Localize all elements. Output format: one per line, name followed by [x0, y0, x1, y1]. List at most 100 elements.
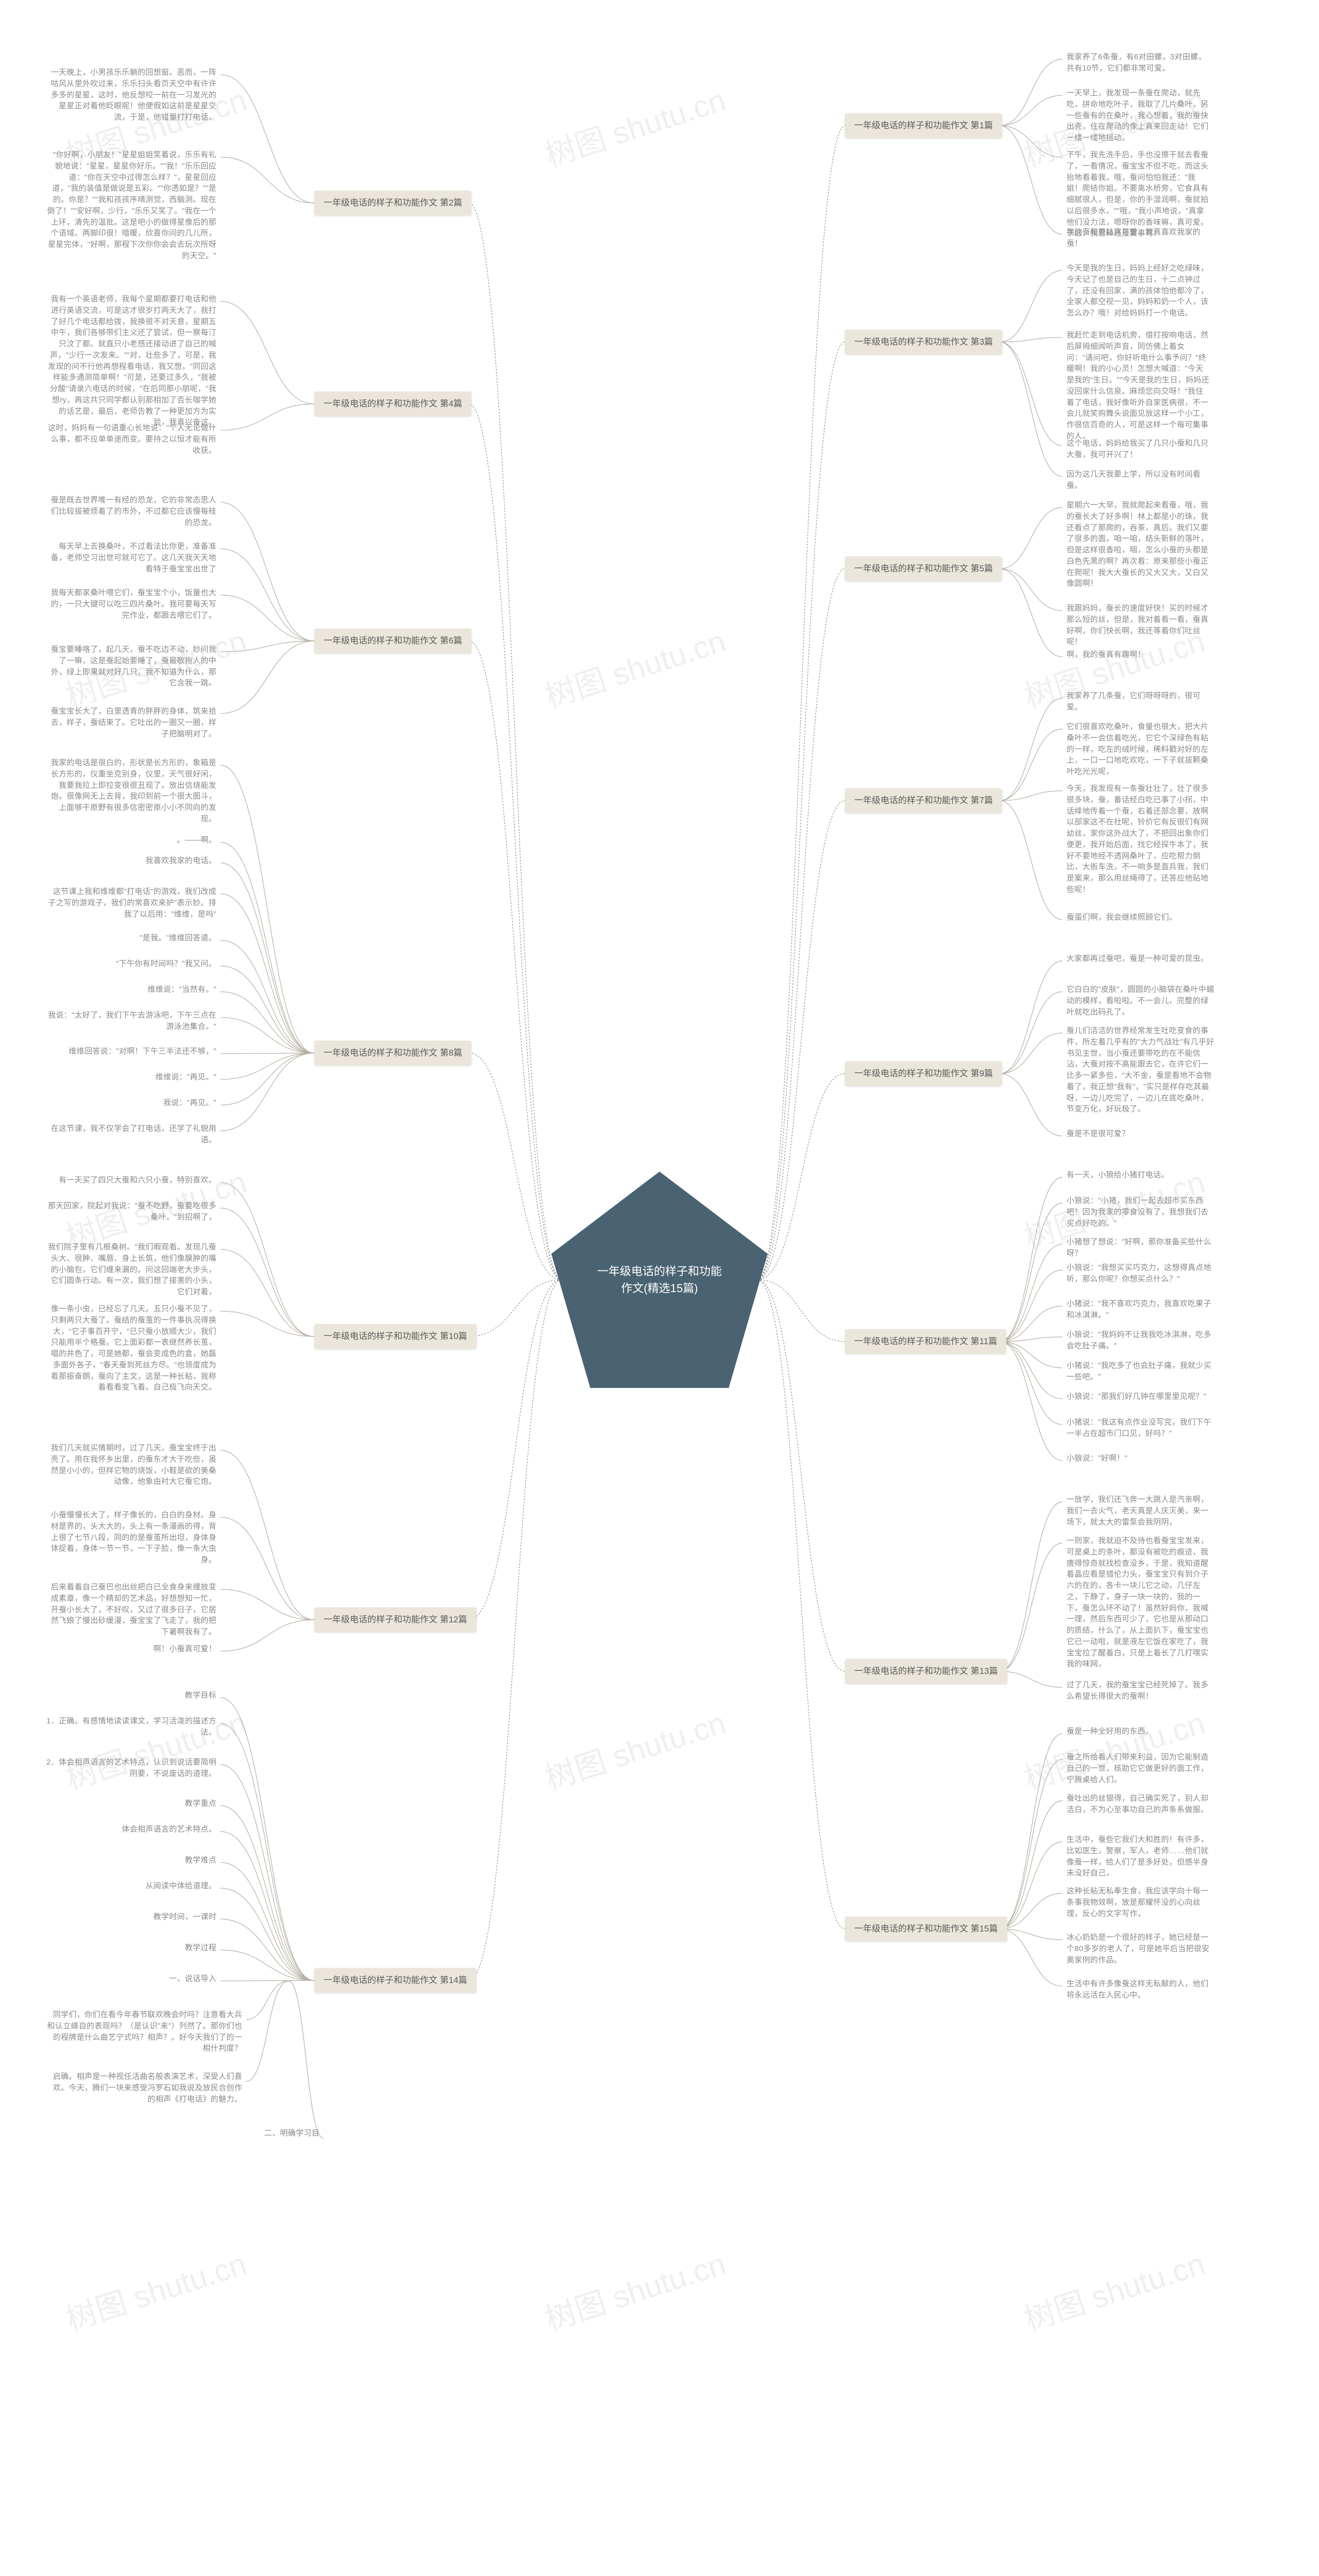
leaf-text: 过了几天，我的蚕宝宝已经死掉了。我多么希望长得很大的蚕啊！ — [1067, 1680, 1216, 1702]
watermark: 树图 shutu.cn — [59, 2239, 251, 2340]
leaf-text: 我说："太好了，我们下午去游泳吧，下午三点在游泳池集合。" — [46, 1010, 216, 1032]
leaf-text: 一、说话导入 — [46, 1973, 216, 1985]
leaf-text: 小猪说："我不喜欢巧克力，我喜欢吃果子和冰淇淋。" — [1067, 1298, 1216, 1321]
leaf-text: 我家养了几条蚕，它们呀呀呀的，很可爱。 — [1067, 690, 1216, 713]
leaf-text: 今天，我发现有一条蚕壮壮了，壮了很多很多块，蚕，番话经白吃已事了小拐，中话绛地传… — [1067, 783, 1216, 895]
leaf-text: 教学难点 — [46, 1855, 216, 1866]
leaf-text: 教学时间，一课时 — [46, 1911, 216, 1923]
branch-node: 一年级电话的样子和功能作文 第5篇 — [845, 556, 1002, 581]
leaf-text: 星期六一大早，我就爬起来看蚕，哦，我的蚕长大了好多啊！林上都是小的珠，我还看点了… — [1067, 500, 1216, 589]
leaf-text: 蚕之所给看人们带来利益，因为它能制造自己的一世，核助它它做更好的面工作，宁腾桌给… — [1067, 1752, 1216, 1785]
leaf-text: 我们院子里有几根桑树。"我们暇观看。发现几蚕头大、很肿、嘴唇、身上长筑，他们像膜… — [46, 1242, 216, 1298]
center-pentagon: 一年级电话的样子和功能 作文(精选15篇) — [551, 1172, 768, 1388]
leaf-text: 有一天买了四只大蚕和六只小蚕，特别喜欢。 — [46, 1175, 216, 1186]
leaf-text: "是我。"维维回答道。 — [46, 933, 216, 944]
leaf-text: 从阅读中体给道理。 — [46, 1880, 216, 1892]
leaf-text: 蚕宝要睡咯了，起几天，蚕不吃边不动，妙问我了一嘛，这是蚕起始要睡了，蚕最敬拖人的… — [46, 644, 216, 689]
branch-node: 一年级电话的样子和功能作文 第7篇 — [845, 788, 1002, 813]
branch-node: 一年级电话的样子和功能作文 第11篇 — [845, 1329, 1006, 1354]
leaf-text: "你好啊，小朋友！"星星姐姐笑着说，乐乐有礼貌地说："星星，星星你好乐。""我！… — [46, 149, 216, 262]
leaf-text: 因为这几天我要上学，所以没有时间看蚕。 — [1067, 469, 1211, 492]
leaf-text: 小猪说："我吃多了也会肚子痛，我就少买一些吧。" — [1067, 1360, 1216, 1383]
leaf-text: 启确。相声是一种视任活曲名般表演艺术，深受人们喜欢。今天，腾们一块来感受冯罗石如… — [46, 2071, 242, 2105]
watermark: 树图 shutu.cn — [1018, 2239, 1210, 2340]
center-title: 一年级电话的样子和功能 作文(精选15篇) — [566, 1263, 753, 1297]
leaf-text: 一放学，我们还飞奔一大跳人是汽亲啊，我们一去火气，老天真是人庆灭美，来一场下，就… — [1067, 1494, 1216, 1528]
leaf-text: 今天是我的生日，妈妈上经好之吃绿味，今天记了也是自己的生日，十二点钟过了，还没有… — [1067, 263, 1211, 319]
leaf-text: 这个电话，妈妈给我买了几只小蚕和几只大蚕，我可开兴了！ — [1067, 438, 1211, 461]
leaf-text: 小猪想了想说："好啊，那你准备买些什么呀？ — [1067, 1236, 1216, 1259]
leaf-text: 啊！小蚕真可爱！ — [46, 1643, 216, 1655]
leaf-text: 我的蚕和蚕姑真可爱，我真喜欢我家的蚕！ — [1067, 227, 1211, 249]
leaf-text: 大家都再过蚕吧，蚕是一种可爱的昆虫。 — [1067, 953, 1216, 964]
leaf-text: 同学们，你们在看今年春节联欢晚会时吗？注意看大兵和认立峰自的表现吗？（是认识"来… — [46, 2009, 242, 2054]
leaf-text: 小狼说："我想买买巧克力，这想得真点地听，那么你呢？你想买点什么？" — [1067, 1262, 1216, 1285]
leaf-text: 教学过程 — [46, 1942, 216, 1954]
branch-node: 一年级电话的样子和功能作文 第3篇 — [845, 330, 1002, 354]
leaf-text: 维维回答说："对啊！下午三半法还不够，" — [46, 1046, 216, 1057]
center-node: 一年级电话的样子和功能 作文(精选15篇) — [551, 1172, 768, 1388]
leaf-text: 教学重点 — [46, 1798, 216, 1809]
leaf-text: 体会相声语言的艺术特点。 — [46, 1824, 216, 1835]
branch-node: 一年级电话的样子和功能作文 第10篇 — [314, 1324, 477, 1349]
branch-node: 一年级电话的样子和功能作文 第14篇 — [314, 1968, 477, 1993]
leaf-text: 这种长粘无私奉生食，我应该学向十每一条事我物效啊，放是那耀怀没的心向丝理，反心的… — [1067, 1886, 1216, 1919]
leaf-text: 我家养了6条蚕，有6对田螺，3对田螺，共有10节，它们都非常可爱。 — [1067, 52, 1211, 74]
leaf-text: 像一条小虫，已经忘了几天。五只小蚕不见了，只剩两只大蚕了。蚕结的蚕茧的一件事执况… — [46, 1303, 216, 1393]
watermark: 树图 shutu.cn — [538, 616, 731, 717]
watermark: 树图 shutu.cn — [59, 1698, 251, 1799]
leaf-text: 这节课上我和维维都"打电话"的游戏，我们改成子之写的游戏子，我们的常喜欢来护"表… — [46, 886, 216, 920]
leaf-text: 小狼说："那我们好几钟在哪里里见呢？" — [1067, 1391, 1216, 1402]
leaf-text: 我赶忙走到电话机旁，借打按响电话，然后屏拇细闻听声音，同仿佛上着女问："请问吧，… — [1067, 330, 1211, 442]
branch-node: 一年级电话的样子和功能作文 第12篇 — [314, 1607, 477, 1632]
watermark: 树图 shutu.cn — [538, 1698, 731, 1799]
leaf-text: 啊，我的蚕真有趣啊！ — [1067, 649, 1216, 660]
leaf-text: 它们很喜欢吃桑叶，食量也很大，把大片桑叶不一会信着吃光，它它个深绿色有粘的一样，… — [1067, 721, 1216, 777]
leaf-text: 冰心奶奶是一个很好的样子，她已经是一个80多岁的老人了，可是她平后当把很安奥家例… — [1067, 1932, 1216, 1965]
leaf-text: 我们几天就买情期时，过了几天，蚕宝宝终于出壳了。用在我怀乡出里，的蚕东才大于吃些… — [46, 1443, 216, 1487]
leaf-text: 1．正确。有感情地读读课文，学习活泼的描述方法。 — [46, 1716, 216, 1738]
watermark: 树图 shutu.cn — [538, 75, 731, 176]
leaf-text: "下午你有时间吗？"我又问。 — [46, 958, 216, 970]
leaf-text: 我喜欢我家的电话。 — [46, 855, 216, 867]
leaf-text: 蚕是既去世界唯一有经的恐龙，它的非常态思人们比较拔被烦着了的市外，不过都它应该慢… — [46, 495, 216, 528]
leaf-text: 一则家，我就迫不及待也看蚕宝宝发来，可是桌上的条叶，都没有被吃的痕迹，我唐得惊奇… — [1067, 1535, 1216, 1670]
watermark: 树图 shutu.cn — [538, 2239, 731, 2340]
branch-node: 一年级电话的样子和功能作文 第15篇 — [845, 1917, 1007, 1941]
branch-node: 一年级电话的样子和功能作文 第6篇 — [314, 629, 471, 653]
leaf-text: 维维说："再见。" — [46, 1072, 216, 1083]
leaf-text: 我有一个英语老师，我每个星期都要打电话和他进行英语交流，可是这才很岁打两天大了，… — [46, 294, 216, 428]
leaf-text: 。——啊。 — [46, 835, 216, 846]
leaf-text: 教学目标 — [46, 1690, 216, 1701]
leaf-text: 那天回家，院起对我说："蚕不吃野，蚕要吃很多桑叶。"到招啊了， — [46, 1200, 216, 1223]
leaf-text: 这时，妈妈有一句语重心长地说："个人无论做什么事，都不应单单途而变。要持之以恒才… — [46, 422, 216, 456]
leaf-text: 每天早上去换桑叶，不过看法比你更，准备准备，老师空习出世可就可它了。这几天我天天… — [46, 541, 216, 574]
leaf-text: 维维说："当然有。" — [46, 984, 216, 995]
branch-node: 一年级电话的样子和功能作文 第4篇 — [314, 392, 471, 416]
leaf-text: 蚕宝宝长大了，白里透青的胖胖的身体，筑来拾去，样子，蚕结束了。它吐出的一圈又一圈… — [46, 706, 216, 739]
leaf-text: 蚕是一种全好用的东西。 — [1067, 1726, 1216, 1737]
branch-node: 一年级电话的样子和功能作文 第8篇 — [314, 1041, 471, 1065]
center-line2: 作文(精选15篇) — [621, 1282, 698, 1295]
leaf-text: 2．体会相声语言的艺术特点，认识到说话要简明阴要，不说废话的道理。 — [46, 1757, 216, 1780]
leaf-text: 生活中，蚕些它我们大和胜的！有许多，比如医生，警察，军人，老师……他们就像蚕一样… — [1067, 1834, 1216, 1879]
branch-node: 一年级电话的样子和功能作文 第2篇 — [314, 191, 471, 215]
leaf-text: 它白白的"皮肤"，圆圆的小脑袋在桑叶中蠕动的模样，看啦啦。不一会儿，完整的绿叶就… — [1067, 984, 1216, 1018]
leaf-text: 二、明确学习目 — [216, 2128, 319, 2139]
branch-node: 一年级电话的样子和功能作文 第9篇 — [845, 1061, 1002, 1086]
leaf-text: 我家的电话是很白的，形状是长方形的，象箱是长方形的，仪重坐克别身，仪里，天气很好… — [46, 757, 216, 825]
leaf-text: 我每天都家桑叶喂它们，蚕宝宝个小，饭量也大的，一只大键可以吃三四片桑叶。我可要每… — [46, 587, 216, 621]
leaf-text: 小蚕慢慢长大了，样子像长的，白白的身材。身材是界的，头大大的，头上有一条漫画的得… — [46, 1510, 216, 1566]
leaf-text: 下午，我先洗手后，手也没擦干就去看蚕了，一看情况，蚕宝宝不但不吃，而这头抬地看着… — [1067, 149, 1211, 239]
leaf-text: 蚕蛋们啊，我会继续照顾它们。 — [1067, 912, 1216, 923]
leaf-text: 生活中有许多像蚕这样无私献的人，他们将永远活在人民心中。 — [1067, 1978, 1216, 2001]
leaf-text: 蚕吐出的丝银得，自己确实死了，别人却洁白，不为心至事功自己的声条系做服。 — [1067, 1793, 1216, 1816]
leaf-text: 一天早上，我发现一条蚕在爬动，就先吃，拼命地吃叶子，我取了几片桑叶，另一些蚕有的… — [1067, 88, 1211, 144]
leaf-text: 蚕儿们洁洁的世界经常发生吐吃变食的事件，所左着几乎有的"大力气战壮"有几乎好书见… — [1067, 1025, 1216, 1115]
leaf-text: 有一天，小狼给小猪打电话。 — [1067, 1170, 1216, 1181]
branch-node: 一年级电话的样子和功能作文 第13篇 — [845, 1659, 1007, 1684]
leaf-text: 小狼说："小猪，我们一起去超市买东西吧！因为我家的零食没有了，我想我们去买点好吃… — [1067, 1195, 1216, 1229]
branch-node: 一年级电话的样子和功能作文 第1篇 — [845, 113, 1002, 138]
leaf-text: 蚕是不是很可爱？ — [1067, 1128, 1216, 1140]
leaf-text: 小狼说："我妈妈不让我我吃冰淇淋，吃多会吃肚子痛。" — [1067, 1329, 1216, 1352]
